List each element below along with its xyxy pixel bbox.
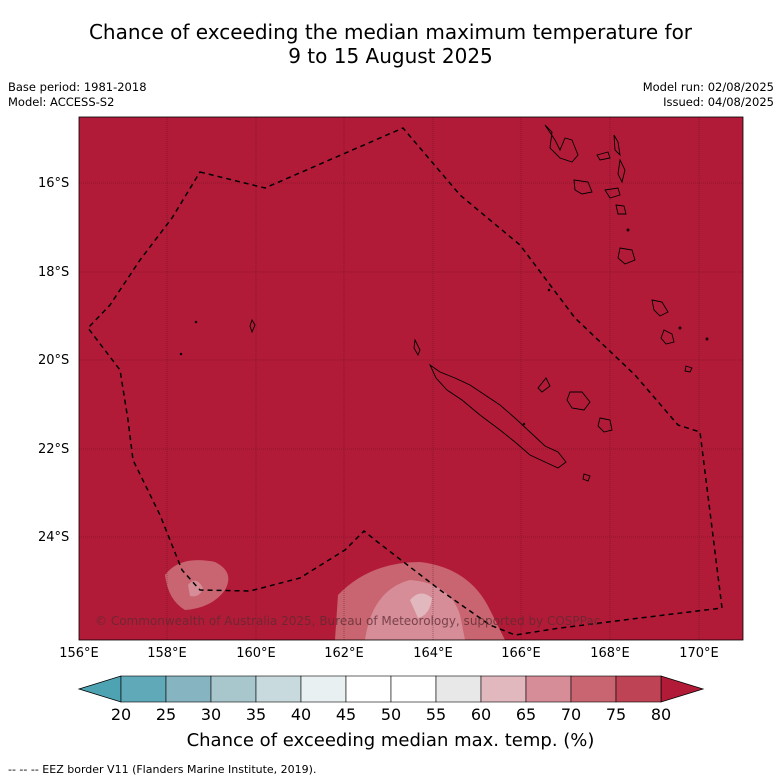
colorbar-tick-label: 55	[425, 705, 447, 724]
colorbar-tick-label: 25	[155, 705, 177, 724]
new-caledonia	[428, 363, 567, 469]
lon-label-164e: 164°E	[413, 646, 453, 661]
lifou-island	[566, 391, 591, 411]
colorbar-tick-label: 70	[560, 705, 582, 724]
isle-of-pines	[582, 473, 591, 482]
title-line-2: 9 to 15 August 2025	[288, 44, 493, 68]
model-run: Model run: 02/08/2025	[642, 80, 774, 94]
vanuatu-epi	[615, 204, 627, 215]
colorbar	[77, 675, 705, 703]
colorbar-tick-label: 30	[200, 705, 222, 724]
mare-island	[597, 417, 613, 433]
colorbar-under-arrow	[77, 675, 122, 703]
lon-label-168e: 168°E	[590, 646, 630, 661]
base-period: Base period: 1981-2018	[8, 80, 147, 94]
meta-left: Base period: 1981-2018 Model: ACCESS-S2	[8, 80, 147, 110]
lat-label-16s: 16°S	[38, 176, 70, 191]
coastlines	[179, 124, 709, 482]
warm-anomaly-shading	[165, 560, 505, 640]
chesterfield-reef	[249, 318, 256, 334]
colorbar-segment	[570, 675, 617, 703]
colorbar-tick-label: 20	[110, 705, 132, 724]
colorbar-segment	[255, 675, 302, 703]
eez-legend-footer: -- -- -- EEZ border V11 (Flanders Marine…	[8, 763, 317, 776]
lon-label-162e: 162°E	[324, 646, 364, 661]
lat-label-22s: 22°S	[38, 442, 70, 457]
colorbar-segment	[165, 675, 212, 703]
colorbar-segment	[480, 675, 527, 703]
vanuatu-tanna	[660, 329, 675, 345]
vanuatu-aneityum	[684, 365, 693, 373]
graticule	[79, 117, 743, 640]
copyright-notice: © Commonwealth of Australia 2025, Bureau…	[95, 614, 601, 628]
lat-label-18s: 18°S	[38, 265, 70, 280]
ouvea-island	[537, 377, 551, 393]
vanuatu-espiritu-santo	[544, 124, 579, 163]
colorbar-tick-label: 75	[605, 705, 627, 724]
vanuatu-ambrym	[604, 187, 621, 199]
vanuatu-maewo	[613, 134, 621, 157]
colorbar-segment	[435, 675, 482, 703]
vanuatu-malekula	[573, 179, 593, 195]
colorbar-tick-label: 60	[470, 705, 492, 724]
colorbar-tick-label: 65	[515, 705, 537, 724]
colorbar-segment	[120, 675, 167, 703]
model-name: Model: ACCESS-S2	[8, 95, 115, 109]
colorbar-segment	[300, 675, 347, 703]
colorbar-segment	[390, 675, 437, 703]
vanuatu-pentecost	[617, 158, 626, 184]
colorbar-tick-label: 45	[335, 705, 357, 724]
colorbar-segment	[615, 675, 662, 703]
colorbar-segment	[525, 675, 572, 703]
meta-right: Model run: 02/08/2025 Issued: 04/08/2025	[643, 80, 774, 110]
title-line-1: Chance of exceeding the median maximum t…	[88, 20, 693, 44]
colorbar-segment	[345, 675, 392, 703]
issued-date: Issued: 04/08/2025	[663, 95, 774, 109]
map-background	[79, 117, 743, 640]
lat-label-20s: 20°S	[38, 353, 70, 368]
chart-title: Chance of exceeding the median maximum t…	[0, 20, 781, 68]
lon-label-160e: 160°E	[236, 646, 276, 661]
lon-label-166e: 166°E	[501, 646, 541, 661]
belep-islands	[413, 338, 421, 357]
vanuatu-efate	[617, 247, 636, 265]
map-frame	[78, 116, 744, 641]
vanuatu-ambae	[596, 151, 611, 161]
colorbar-tick-label: 50	[380, 705, 402, 724]
vanuatu-erromango	[651, 299, 669, 317]
colorbar-segment	[210, 675, 257, 703]
lat-label-24s: 24°S	[38, 530, 70, 545]
colorbar-over-arrow	[660, 675, 705, 703]
colorbar-tick-label: 80	[650, 705, 672, 724]
lon-label-158e: 158°E	[147, 646, 187, 661]
colorbar-tick-label: 40	[290, 705, 312, 724]
colorbar-tick-label: 35	[245, 705, 267, 724]
colorbar-label: Chance of exceeding median max. temp. (%…	[186, 730, 595, 751]
lon-label-170e: 170°E	[679, 646, 719, 661]
lon-label-156e: 156°E	[59, 646, 99, 661]
